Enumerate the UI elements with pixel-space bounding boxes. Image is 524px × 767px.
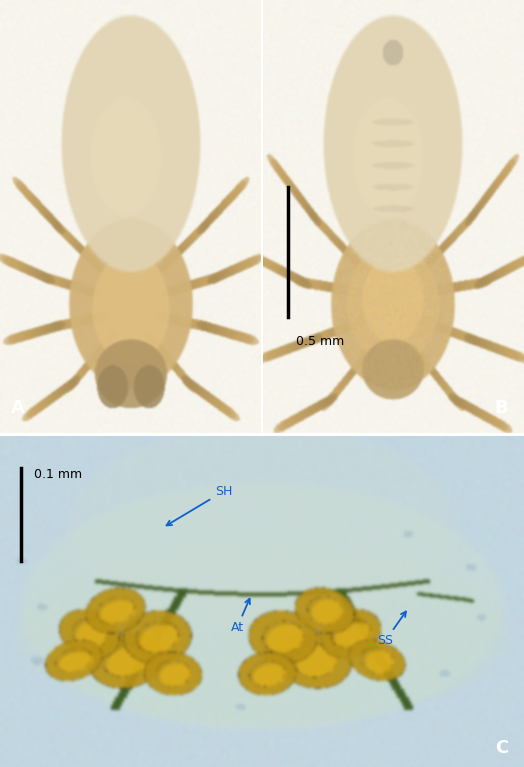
Text: C: C: [495, 739, 508, 757]
Text: 0.1 mm: 0.1 mm: [34, 468, 82, 481]
Text: SH: SH: [167, 485, 232, 525]
Text: 0.5 mm: 0.5 mm: [296, 335, 344, 348]
Text: At: At: [231, 599, 250, 634]
Text: B: B: [495, 400, 508, 417]
Text: A: A: [10, 400, 24, 417]
Text: SS: SS: [377, 611, 406, 647]
